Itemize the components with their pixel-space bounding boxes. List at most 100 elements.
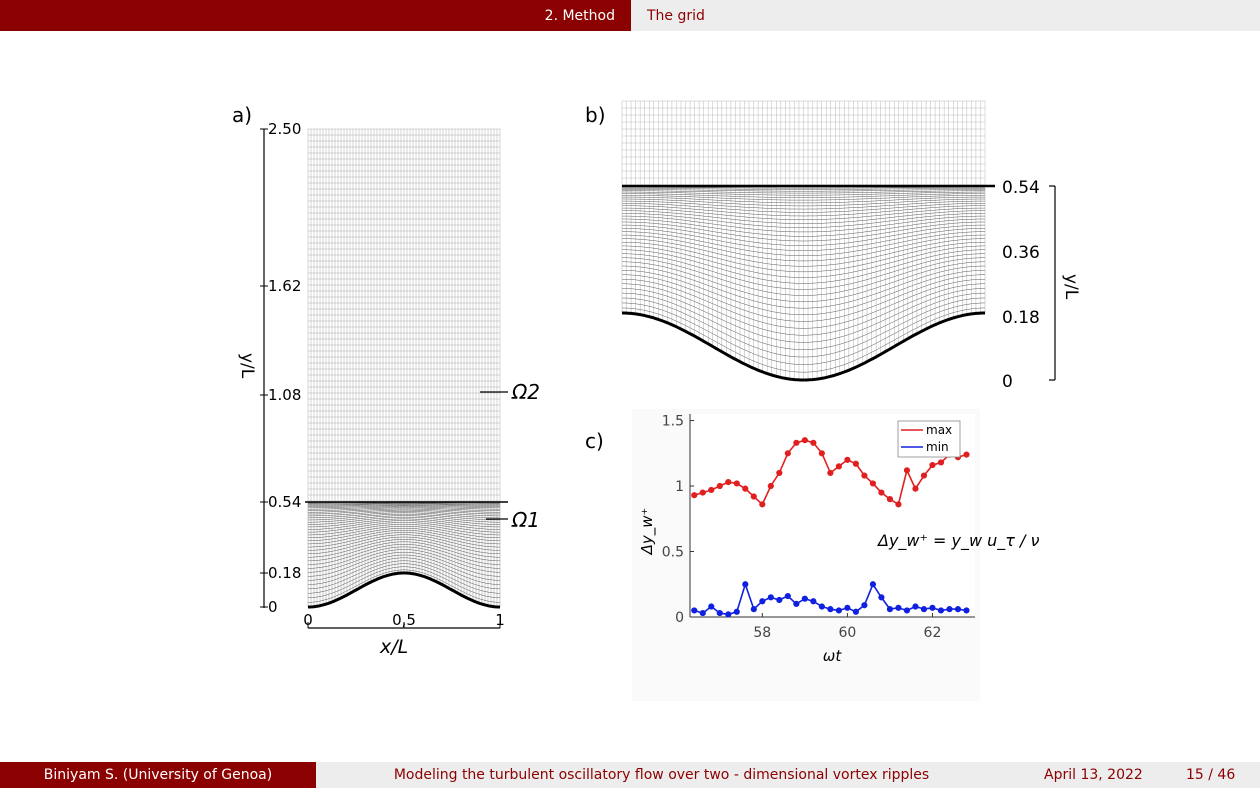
- panel-a-x-tick-label: 0: [303, 611, 313, 629]
- series-max-point: [691, 492, 698, 499]
- series-max-point: [827, 469, 834, 477]
- panel-a-y-ticks: 2.50 1.62 1.08 0.54 0.18 0: [260, 120, 301, 616]
- panel-a-y-tick-label: 1.62: [268, 277, 301, 295]
- series-min-point: [844, 604, 851, 611]
- series-min-point: [878, 594, 885, 601]
- series-max-point: [886, 496, 894, 503]
- series-min-point: [793, 600, 800, 608]
- series-max-point: [801, 437, 808, 444]
- series-min-point: [750, 606, 757, 613]
- series-max-point: [852, 460, 859, 467]
- series-min-point: [920, 606, 928, 613]
- header-right: The grid: [631, 0, 1260, 31]
- panel-a-y-tick-label: 0.18: [268, 564, 301, 582]
- legend-max-label: max: [926, 423, 952, 437]
- footer-author: Biniyam S. (University of Genoa): [0, 762, 316, 788]
- series-min-point: [903, 607, 911, 614]
- panel-a-x-tick-label: 0,5: [392, 611, 416, 629]
- series-min-point: [801, 595, 808, 602]
- c-legend: max min: [897, 420, 961, 458]
- series-min-point: [716, 609, 723, 617]
- c-y-tick-label: 1.5: [662, 414, 684, 430]
- series-min-point: [912, 603, 919, 610]
- ripple-bed: [308, 571, 500, 609]
- panel-b-grid: [621, 100, 995, 382]
- grid-line: [307, 569, 501, 603]
- panel-a-y-label: y/L: [237, 353, 257, 379]
- series-min-point: [742, 581, 749, 588]
- omega1-label: Ω1: [511, 508, 540, 532]
- series-min-point: [827, 606, 834, 613]
- panel-a-x-label: x/L: [379, 636, 408, 658]
- series-min-point: [937, 607, 945, 614]
- series-min-point: [776, 596, 783, 604]
- series-min-point: [835, 607, 842, 614]
- series-max-point: [810, 439, 817, 446]
- footer-right: April 13, 2022 15 / 46: [1007, 762, 1260, 788]
- c-x-tick-label: 58: [753, 625, 771, 641]
- c-y-tick-label: 0: [675, 610, 684, 626]
- header-left: 2. Method: [0, 0, 631, 31]
- panel-a-y-tick-label: 0.54: [268, 493, 301, 511]
- panel-a-y-tick-label: 0: [268, 598, 278, 616]
- panel-b-y-label: y/L: [1061, 274, 1081, 300]
- series-max-point: [861, 472, 868, 479]
- series-min-point: [954, 606, 962, 613]
- series-max-point: [844, 456, 851, 463]
- series-min-point: [767, 594, 774, 601]
- legend-min-label: min: [926, 440, 949, 454]
- series-max-point: [903, 467, 911, 474]
- series-max-point: [759, 501, 766, 508]
- panel-a-y-tick-label: 2.50: [268, 120, 301, 138]
- c-x-tick-label: 62: [924, 625, 942, 641]
- panel-a-x-ticks: 0 0,5 1: [303, 611, 505, 629]
- series-max-point: [725, 479, 732, 486]
- slide-footer: Biniyam S. (University of Genoa) Modelin…: [0, 762, 1260, 788]
- c-y-label: Δy_w⁺: [638, 508, 657, 556]
- series-min-point: [869, 581, 877, 588]
- series-max-point: [776, 469, 783, 477]
- series-max-point: [912, 485, 919, 492]
- series-max-point: [835, 463, 842, 470]
- series-max-point: [750, 493, 757, 500]
- series-max-point: [742, 485, 749, 492]
- panel-b-label: b): [585, 103, 606, 127]
- legend-box: [897, 420, 961, 458]
- panel-a-label: a): [232, 103, 252, 127]
- ripple-bed: [622, 311, 985, 382]
- series-max-point: [869, 480, 877, 487]
- series-min-point: [861, 602, 868, 609]
- series-max-point: [699, 489, 706, 496]
- series-max-point: [895, 501, 902, 508]
- omega2-label: Ω2: [511, 380, 540, 404]
- series-max-point: [818, 450, 825, 457]
- section-title[interactable]: 2. Method: [544, 8, 615, 24]
- series-min-point: [699, 609, 706, 617]
- series-min-point: [708, 603, 715, 610]
- series-max-point: [929, 461, 936, 469]
- c-x-tick-label: 60: [838, 625, 856, 641]
- figure: a) 2.501.621.080.540.180 y/L 0 0,5 1 x/L Ω…: [232, 100, 1081, 701]
- series-min-point: [852, 608, 859, 615]
- panel-b-y-ticks: 0.54 0.36 0.18 0: [1002, 178, 1040, 392]
- panel-b: b) 0.54 0.36 0.18 0 y/L: [585, 100, 1081, 392]
- slide-header: 2. Method The grid: [0, 0, 1260, 31]
- series-min-point: [784, 592, 791, 600]
- footer-page: 15 / 46: [1186, 767, 1236, 783]
- panel-b-y-tick-label: 0.36: [1002, 243, 1040, 263]
- footer-title: Modeling the turbulent oscillatory flow …: [316, 762, 1007, 788]
- series-min-point: [895, 604, 902, 611]
- panel-c: c) 58 60 62 0 0.5 1 1.5 ωt Δy_w⁺ max min Δy_w⁺…: [585, 409, 1040, 701]
- panel-b-y-tick-label: 0.18: [1002, 308, 1040, 328]
- series-max-point: [793, 439, 800, 446]
- series-max-point: [733, 480, 740, 487]
- panel-c-label: c): [585, 429, 604, 453]
- series-min-point: [733, 608, 740, 615]
- series-min-point: [759, 598, 766, 605]
- series-max-point: [878, 489, 885, 496]
- series-min-point: [818, 603, 825, 610]
- series-min-point: [691, 607, 698, 614]
- series-min-point: [929, 604, 936, 611]
- series-max-point: [937, 459, 945, 466]
- subsection-title[interactable]: The grid: [647, 8, 705, 24]
